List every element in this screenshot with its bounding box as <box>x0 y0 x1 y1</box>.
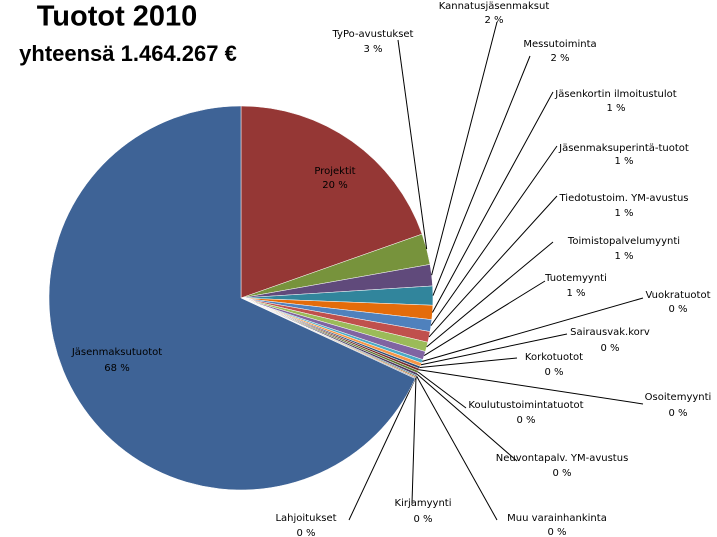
leader-line <box>416 373 518 462</box>
leader-line <box>417 371 467 409</box>
value-label: 20 % <box>322 180 347 191</box>
value-label: 0 % <box>552 468 571 479</box>
chart-subtitle: yhteensä 1.464.267 € <box>19 41 237 66</box>
slice-label: Korkotuotot <box>525 352 583 363</box>
leader-line <box>432 91 554 313</box>
value-label: 1 % <box>614 208 633 219</box>
value-label: 2 % <box>550 53 569 64</box>
leader-line <box>397 39 428 250</box>
leader-line <box>348 377 416 521</box>
slice-label: Jäsenkortin ilmoitustulot <box>554 89 676 100</box>
leader-line <box>422 297 644 362</box>
value-label: 1 % <box>606 103 625 114</box>
slice-label: Messutoiminta <box>523 39 596 50</box>
leader-line <box>420 333 568 366</box>
slice-label: Vuokratuotot <box>646 290 711 301</box>
value-label: 0 % <box>547 527 566 537</box>
slice-label: Tuotemyynti <box>544 273 607 284</box>
leader-line <box>431 21 498 276</box>
leader-line <box>432 55 531 296</box>
slice-label: Lahjoitukset <box>275 513 336 524</box>
leader-line <box>430 145 558 326</box>
value-label: 2 % <box>484 15 503 26</box>
leader-line <box>426 241 554 348</box>
value-label: 0 % <box>668 408 687 419</box>
value-label: 1 % <box>614 156 633 167</box>
slice-label: Projektit <box>314 166 355 177</box>
leader-line <box>423 280 546 357</box>
slice-label: Toimistopalvelumyynti <box>567 236 680 247</box>
value-label: 0 % <box>600 343 619 354</box>
slice-label: Koulutustoimintatuotot <box>468 400 583 411</box>
value-label: 0 % <box>413 514 432 525</box>
value-label: 0 % <box>516 415 535 426</box>
slice-label: Neuvontapalv. YM-avustus <box>496 453 629 464</box>
slice-label: Jäsenmaksutuotot <box>71 347 162 358</box>
slice-label: Jäsenmaksuperintä-tuotot <box>558 143 689 154</box>
value-label: 1 % <box>566 288 585 299</box>
value-label: 68 % <box>104 363 129 374</box>
value-label: 0 % <box>296 528 315 537</box>
slice-label: Tiedotustoim. YM-avustus <box>559 193 689 204</box>
leader-line <box>411 376 417 504</box>
slice-label: Muu varainhankinta <box>507 513 607 524</box>
value-label: 0 % <box>668 304 687 315</box>
leader-line <box>428 195 558 338</box>
value-label: 0 % <box>544 367 563 378</box>
leader-line <box>418 369 644 405</box>
slice-label: Osoitemyynti <box>645 392 712 403</box>
slice-label: TyPo-avustukset <box>332 29 414 40</box>
leader-line <box>419 357 518 369</box>
leader-line <box>416 375 498 521</box>
slice-label: Kirjamyynti <box>395 498 452 509</box>
slice-label: Kannatusjäsenmaksut <box>439 1 550 12</box>
value-label: 3 % <box>363 44 382 55</box>
slice-label: Sairausvak.korv <box>570 327 650 338</box>
chart-title: Tuotot 2010 <box>37 1 198 33</box>
value-label: 1 % <box>614 251 633 262</box>
pie-slice <box>48 105 416 491</box>
